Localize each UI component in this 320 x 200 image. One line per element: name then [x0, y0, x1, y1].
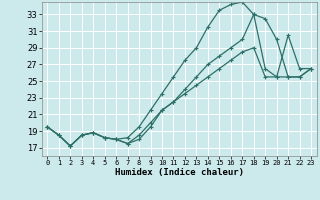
X-axis label: Humidex (Indice chaleur): Humidex (Indice chaleur) [115, 168, 244, 177]
